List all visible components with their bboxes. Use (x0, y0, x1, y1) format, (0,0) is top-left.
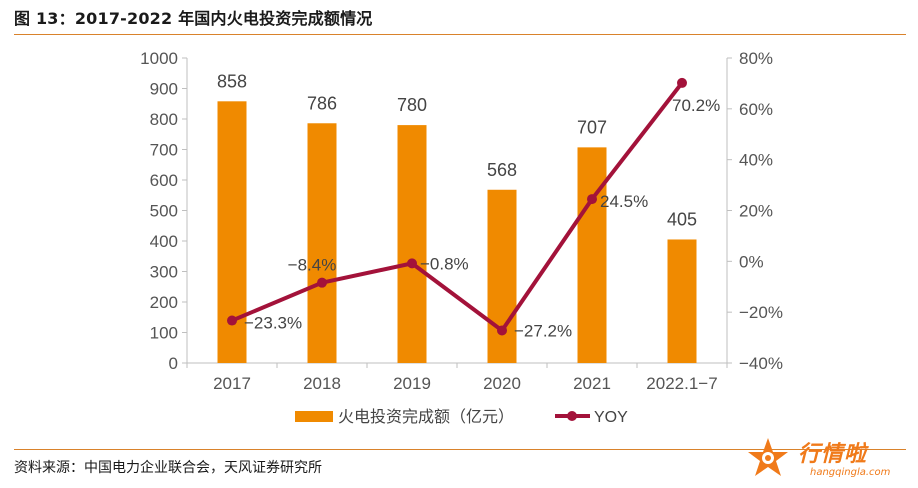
right-tick-label: 40% (739, 151, 773, 170)
left-tick-label: 800 (150, 110, 178, 129)
watermark: 行情啦 hangqingla.com (748, 436, 908, 486)
left-tick-label: 500 (150, 202, 178, 221)
yoy-point (497, 325, 507, 336)
legend-line-marker (567, 411, 577, 421)
source-rule (14, 449, 906, 450)
right-tick-label: −40% (739, 354, 783, 373)
bar-data-labels: 858 786 780 568 707 405 (217, 71, 697, 229)
bar-series (217, 101, 697, 364)
x-category-label: 2019 (393, 374, 431, 393)
watermark-url: hangqingla.com (810, 467, 891, 478)
yoy-data-labels: −23.3% −8.4% −0.8% −27.2% 24.5% 70.2% (244, 96, 720, 341)
bar-value-label: 568 (487, 160, 517, 180)
yoy-point (677, 77, 687, 88)
bar (397, 125, 427, 363)
bar (487, 189, 517, 363)
legend-bar-label: 火电投资完成额（亿元） (338, 408, 514, 426)
yoy-line (231, 81, 684, 333)
watermark-name: 行情啦 (798, 442, 868, 467)
left-tick-label: 600 (150, 171, 178, 190)
bar-value-label: 786 (307, 93, 337, 113)
yoy-value-label: 24.5% (600, 192, 648, 211)
chart: 0 100 200 300 400 500 600 700 800 900 1000 −40% −20%… (140, 49, 783, 426)
yoy-point (317, 277, 327, 288)
chart-axes: 0 100 200 300 400 500 600 700 800 900 1000 −40% −20%… (140, 49, 783, 393)
bar (577, 147, 607, 363)
right-tick-label: 0% (739, 252, 764, 271)
x-category-label: 2018 (303, 374, 341, 393)
x-category-label: 2021 (573, 374, 611, 393)
x-category-label: 2020 (483, 374, 521, 393)
right-tick-label: 80% (739, 49, 773, 68)
yoy-value-label: −23.3% (244, 314, 302, 333)
bar-value-label: 858 (217, 71, 247, 91)
bar-value-label: 707 (577, 117, 607, 137)
legend-bar-swatch (295, 411, 333, 422)
right-tick-label: 20% (739, 202, 773, 221)
left-tick-label: 1000 (140, 49, 178, 68)
bar-value-label: 405 (667, 209, 697, 229)
legend-line-label: YOY (594, 409, 628, 426)
bar-value-label: 780 (397, 95, 427, 115)
left-tick-label: 0 (169, 354, 178, 373)
figure-title: 图 13：2017-2022 年国内火电投资完成额情况 (14, 9, 373, 28)
bar (307, 123, 337, 364)
yoy-value-label: −8.4% (288, 256, 337, 275)
left-tick-label: 300 (150, 263, 178, 282)
left-tick-label: 200 (150, 293, 178, 312)
yoy-point (587, 194, 597, 205)
x-category-label: 2017 (213, 374, 251, 393)
watermark-logo-icon (748, 438, 788, 476)
yoy-value-label: −27.2% (514, 321, 572, 340)
left-tick-label: 100 (150, 324, 178, 343)
yoy-point (407, 258, 417, 269)
title-rule (14, 34, 906, 35)
right-tick-label: 60% (739, 100, 773, 119)
bar (667, 239, 697, 363)
yoy-value-label: 70.2% (672, 96, 720, 115)
right-tick-label: −20% (739, 303, 783, 322)
left-tick-label: 700 (150, 141, 178, 160)
yoy-line-series (227, 77, 687, 336)
yoy-value-label: −0.8% (420, 254, 469, 273)
left-tick-label: 900 (150, 80, 178, 99)
x-category-label: 2022.1−7 (646, 374, 717, 393)
legend: 火电投资完成额（亿元） YOY (295, 408, 628, 426)
yoy-point (227, 315, 237, 326)
left-tick-label: 400 (150, 232, 178, 251)
source-note: 资料来源：中国电力企业联合会，天风证券研究所 (14, 460, 322, 476)
